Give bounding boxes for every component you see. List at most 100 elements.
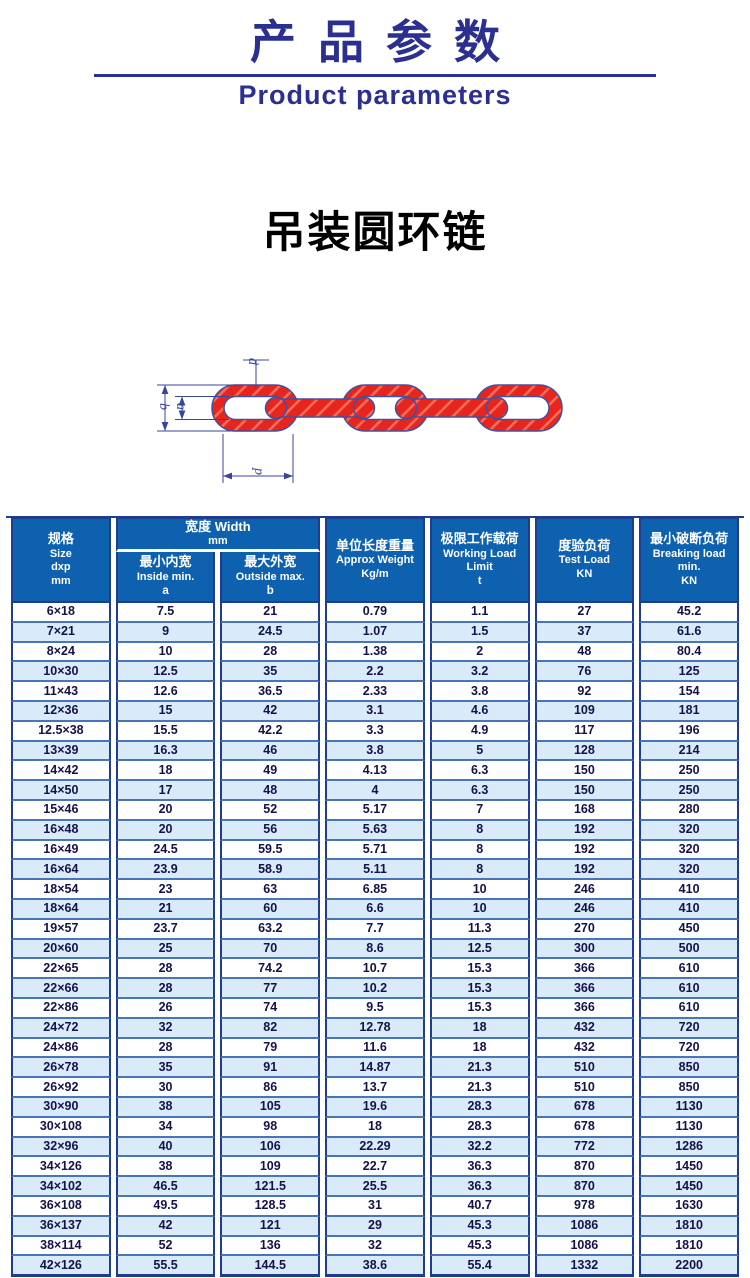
size-cell: 26×78: [11, 1058, 111, 1079]
value-cell: 678: [534, 1097, 635, 1118]
table-row: 10×30 12.5 35 2.2 3.2 76 125: [11, 662, 739, 683]
value-cell: 23.9: [115, 860, 216, 881]
value-cell: 55.4: [429, 1256, 530, 1278]
table-row: 14×50 17 48 4 6.3 150 250: [11, 781, 739, 801]
value-cell: 1286: [639, 1137, 739, 1158]
size-cell: 12×36: [11, 701, 111, 722]
value-cell: 76: [534, 662, 635, 683]
value-cell: 678: [534, 1117, 635, 1138]
value-cell: 55.5: [115, 1256, 216, 1278]
value-cell: 6.85: [325, 880, 425, 900]
dimension-d: [243, 359, 269, 388]
value-cell: 432: [534, 1018, 635, 1039]
value-cell: 5.63: [325, 820, 425, 841]
value-cell: 48: [534, 642, 635, 663]
value-cell: 5.11: [325, 860, 425, 881]
table-row: 20×60 25 70 8.6 12.5 300 500: [11, 939, 739, 960]
value-cell: 31: [325, 1196, 425, 1217]
value-cell: 63.2: [220, 919, 321, 940]
table-row: 18×54 23 63 6.85 10 246 410: [11, 880, 739, 900]
value-cell: 49.5: [115, 1196, 216, 1217]
value-cell: 36.5: [220, 682, 321, 702]
col-header-test-load: 度验负荷 Test Load KN: [534, 517, 635, 603]
value-cell: 125: [639, 662, 739, 683]
table-row: 8×24 10 28 1.38 2 48 80.4: [11, 642, 739, 663]
value-cell: 3.3: [325, 721, 425, 742]
value-cell: 500: [639, 939, 739, 960]
spec-table-header: 规格 Size dxp mm 宽度 Width mm 单位长度重量 Approx…: [11, 517, 739, 603]
value-cell: 246: [534, 880, 635, 900]
table-row: 34×102 46.5 121.5 25.5 36.3 870 1450: [11, 1177, 739, 1197]
value-cell: 21.3: [429, 1078, 530, 1098]
size-cell: 18×64: [11, 899, 111, 920]
value-cell: 18: [429, 1038, 530, 1059]
value-cell: 34: [115, 1117, 216, 1138]
value-cell: 16.3: [115, 741, 216, 762]
value-cell: 1086: [534, 1236, 635, 1257]
value-cell: 366: [534, 998, 635, 1019]
table-row: 38×114 52 136 32 45.3 1086 1810: [11, 1236, 739, 1257]
value-cell: 46: [220, 741, 321, 762]
value-cell: 1130: [639, 1097, 739, 1118]
value-cell: 60: [220, 899, 321, 920]
value-cell: 109: [534, 701, 635, 722]
value-cell: 5: [429, 741, 530, 762]
value-cell: 49: [220, 761, 321, 782]
value-cell: 610: [639, 998, 739, 1019]
value-cell: 19.6: [325, 1097, 425, 1118]
table-row: 22×86 26 74 9.5 15.3 366 610: [11, 998, 739, 1019]
value-cell: 86: [220, 1078, 321, 1098]
value-cell: 1810: [639, 1216, 739, 1237]
page-title-cn: 产品参数: [250, 16, 522, 68]
value-cell: 24.5: [115, 840, 216, 861]
table-body: 6×18 7.5 21 0.79 1.1 27 45.2 7×21 9 24.5 1.07 1.5 37…: [11, 603, 739, 1278]
value-cell: 196: [639, 721, 739, 742]
value-cell: 1332: [534, 1256, 635, 1278]
value-cell: 74.2: [220, 959, 321, 980]
value-cell: 29: [325, 1216, 425, 1237]
value-cell: 40: [115, 1137, 216, 1158]
value-cell: 870: [534, 1157, 635, 1178]
value-cell: 26: [115, 998, 216, 1019]
size-cell: 24×72: [11, 1018, 111, 1039]
value-cell: 15: [115, 701, 216, 722]
value-cell: 410: [639, 880, 739, 900]
value-cell: 42: [115, 1216, 216, 1237]
size-cell: 30×90: [11, 1097, 111, 1118]
size-cell: 18×54: [11, 880, 111, 900]
value-cell: 610: [639, 959, 739, 980]
size-cell: 34×126: [11, 1157, 111, 1178]
value-cell: 192: [534, 840, 635, 861]
value-cell: 23.7: [115, 919, 216, 940]
dimension-p: [222, 434, 294, 483]
size-cell: 30×108: [11, 1117, 111, 1138]
size-cell: 11×43: [11, 682, 111, 702]
value-cell: 28.3: [429, 1117, 530, 1138]
value-cell: 6.6: [325, 899, 425, 920]
table-row: 16×64 23.9 58.9 5.11 8 192 320: [11, 860, 739, 881]
col-header-weight: 单位长度重量 Approx Weight Kg/m: [325, 517, 425, 603]
value-cell: 117: [534, 721, 635, 742]
value-cell: 30: [115, 1078, 216, 1098]
value-cell: 772: [534, 1137, 635, 1158]
value-cell: 4: [325, 781, 425, 801]
value-cell: 121: [220, 1216, 321, 1237]
value-cell: 18: [325, 1117, 425, 1138]
table-row: 30×90 38 105 19.6 28.3 678 1130: [11, 1097, 739, 1118]
value-cell: 80.4: [639, 642, 739, 663]
value-cell: 4.9: [429, 721, 530, 742]
value-cell: 10.2: [325, 979, 425, 999]
table-row: 26×92 30 86 13.7 21.3 510 850: [11, 1078, 739, 1098]
value-cell: 109: [220, 1157, 321, 1178]
value-cell: 9: [115, 622, 216, 643]
value-cell: 3.1: [325, 701, 425, 722]
value-cell: 1.38: [325, 642, 425, 663]
value-cell: 8: [429, 860, 530, 881]
value-cell: 52: [115, 1236, 216, 1257]
size-cell: 20×60: [11, 939, 111, 960]
table-row: 7×21 9 24.5 1.07 1.5 37 61.6: [11, 622, 739, 643]
value-cell: 366: [534, 979, 635, 999]
size-cell: 10×30: [11, 662, 111, 683]
value-cell: 7: [429, 800, 530, 821]
size-cell: 12.5×38: [11, 721, 111, 742]
